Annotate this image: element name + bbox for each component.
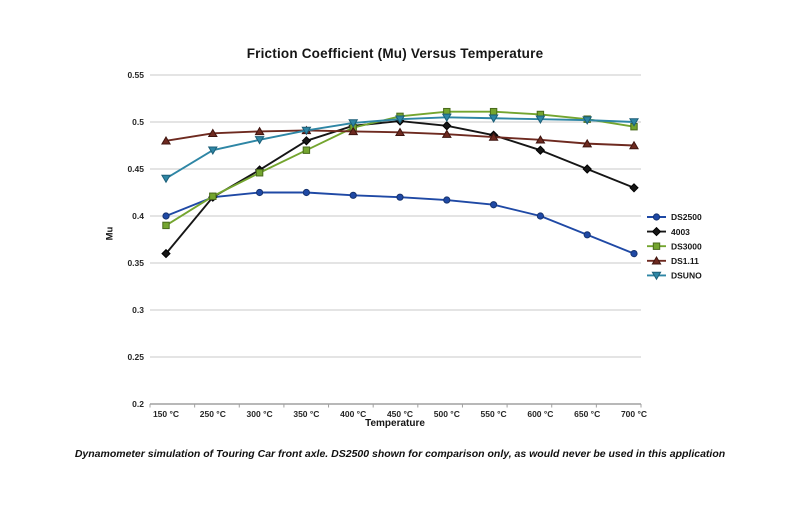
- data-point-marker: [489, 107, 498, 116]
- series-4003: [161, 116, 639, 259]
- data-point-marker: [395, 127, 405, 137]
- legend-label: DS2500: [671, 212, 702, 222]
- data-point-marker: [443, 196, 451, 204]
- series-DSUNO: [161, 113, 639, 184]
- data-point-marker: [441, 113, 452, 123]
- data-point-marker: [582, 138, 593, 148]
- data-point-marker: [209, 192, 217, 200]
- data-point-marker: [348, 126, 359, 136]
- data-point-marker: [207, 146, 218, 155]
- legend-item-4003: 4003: [647, 227, 690, 237]
- y-tick-label: 0.55: [127, 70, 144, 80]
- legend-label: DS3000: [671, 241, 702, 251]
- data-point-marker: [535, 145, 546, 155]
- data-point-marker: [652, 213, 661, 221]
- x-tick-label: 250 °C: [200, 409, 226, 419]
- data-point-marker: [630, 250, 638, 258]
- data-point-marker: [651, 256, 662, 265]
- legend-label: 4003: [671, 227, 690, 237]
- gridlines: 0.2 0.25 0.3 0.35 0.4 0.45 0.5 0.55: [127, 70, 641, 409]
- legend-label: DSUNO: [671, 271, 702, 281]
- x-tick-label: 550 °C: [481, 409, 507, 419]
- data-point-marker: [162, 221, 170, 230]
- y-tick-label: 0.35: [127, 258, 144, 268]
- data-point-marker: [161, 248, 171, 259]
- x-tick-label: 350 °C: [293, 409, 319, 419]
- data-point-marker: [395, 115, 405, 124]
- legend-item-DS1.11: DS1.11: [647, 256, 699, 266]
- series-DS1.11: [161, 125, 639, 150]
- chart-title: Friction Coefficient (Mu) Versus Tempera…: [246, 46, 544, 61]
- x-tick-label: 300 °C: [247, 409, 273, 419]
- data-point-marker: [302, 188, 310, 197]
- data-point-marker: [536, 212, 545, 220]
- data-point-marker: [488, 114, 499, 124]
- data-point-marker: [302, 146, 311, 154]
- x-axis: 150 °C 250 °C 300 °C 350 °C 400 °C 450 °C 500 …: [149, 403, 647, 419]
- data-point-marker: [162, 212, 170, 220]
- data-point-marker: [254, 126, 265, 136]
- data-point-marker: [207, 128, 218, 137]
- x-tick-label: 450 °C: [387, 409, 413, 419]
- y-axis-title: Mu: [104, 226, 116, 241]
- x-tick-label: 600 °C: [527, 409, 553, 419]
- x-tick-label: 150 °C: [153, 409, 179, 419]
- data-point-marker: [535, 115, 546, 124]
- y-tick-label: 0.5: [132, 117, 144, 127]
- data-point-marker: [161, 174, 171, 184]
- data-point-marker: [348, 119, 359, 128]
- data-point-marker: [488, 132, 499, 141]
- data-point-marker: [490, 201, 498, 209]
- x-tick-label: 700 °C: [621, 409, 647, 419]
- data-point-marker: [583, 231, 591, 239]
- legend-label: DS1.11: [671, 256, 699, 266]
- chart-caption: Dynamometer simulation of Touring Car fr…: [74, 448, 726, 460]
- data-point-marker: [651, 271, 662, 281]
- x-tick-label: 500 °C: [434, 409, 460, 419]
- series-line: [165, 191, 635, 255]
- data-point-marker: [651, 226, 662, 237]
- series-DS2500: [162, 188, 638, 258]
- data-point-marker: [255, 169, 264, 177]
- y-tick-label: 0.25: [127, 352, 144, 362]
- x-tick-label: 650 °C: [574, 409, 600, 419]
- data-point-marker: [442, 121, 452, 131]
- data-point-marker: [254, 136, 265, 145]
- data-point-marker: [396, 193, 404, 201]
- data-point-marker: [629, 118, 639, 127]
- legend-item-DS2500: DS2500: [647, 212, 702, 222]
- data-point-marker: [301, 126, 312, 136]
- legend: DS2500 4003 DS3000 DS1.11 DSUNO: [647, 212, 702, 281]
- data-point-marker: [582, 116, 593, 125]
- y-tick-label: 0.3: [132, 305, 144, 315]
- data-point-marker: [441, 129, 452, 138]
- data-point-marker: [349, 191, 357, 199]
- data-point-marker: [582, 164, 592, 174]
- y-tick-label: 0.4: [132, 211, 144, 221]
- legend-item-DSUNO: DSUNO: [647, 271, 702, 281]
- data-point-marker: [629, 183, 639, 193]
- data-point-marker: [301, 136, 312, 146]
- data-point-marker: [256, 188, 264, 197]
- x-axis-title: Temperature: [365, 418, 425, 429]
- y-tick-label: 0.2: [132, 399, 144, 409]
- data-point-marker: [652, 242, 661, 250]
- data-point-marker: [535, 135, 546, 144]
- data-point-marker: [161, 136, 171, 145]
- data-point-marker: [629, 140, 639, 150]
- legend-item-DS3000: DS3000: [647, 241, 702, 251]
- y-tick-label: 0.45: [127, 164, 144, 174]
- x-tick-label: 400 °C: [340, 409, 366, 419]
